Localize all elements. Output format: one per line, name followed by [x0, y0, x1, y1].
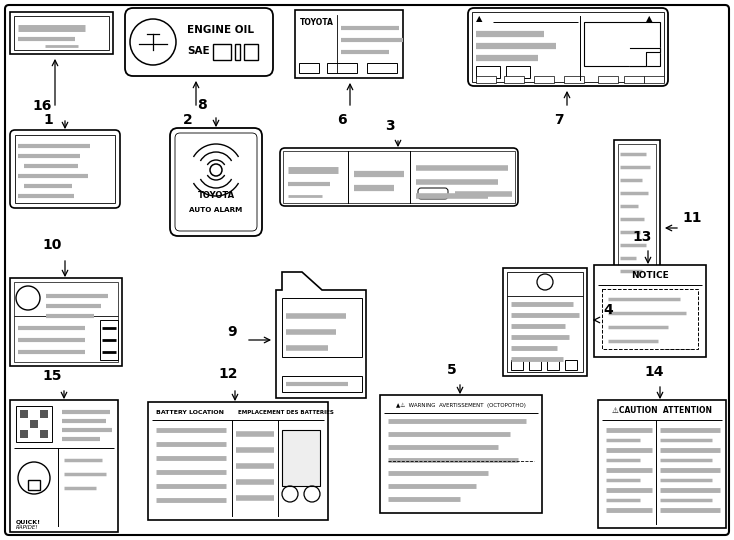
Bar — [282, 298, 362, 357]
Bar — [295, 10, 403, 78]
FancyBboxPatch shape — [280, 148, 518, 206]
Bar — [380, 395, 542, 513]
Bar — [507, 272, 583, 372]
Text: RAPIDE!: RAPIDE! — [16, 525, 39, 530]
Text: ⚠CAUTION  ATTENTION: ⚠CAUTION ATTENTION — [612, 406, 712, 415]
Bar — [594, 265, 706, 357]
Bar — [16, 406, 52, 442]
Text: NOTICE: NOTICE — [631, 271, 669, 280]
FancyBboxPatch shape — [418, 188, 448, 199]
FancyBboxPatch shape — [175, 133, 257, 231]
Text: 8: 8 — [197, 98, 207, 112]
Bar — [327, 63, 357, 73]
Bar — [20, 430, 28, 438]
Bar — [10, 12, 113, 54]
Text: 4: 4 — [603, 303, 613, 317]
FancyBboxPatch shape — [468, 8, 668, 86]
Bar — [547, 360, 559, 370]
Bar — [564, 76, 584, 83]
Bar — [367, 63, 397, 73]
Text: 16: 16 — [32, 99, 51, 113]
FancyBboxPatch shape — [170, 128, 262, 236]
Bar — [235, 44, 240, 60]
Text: TOYOTA: TOYOTA — [300, 18, 334, 27]
Bar — [503, 268, 587, 376]
Text: 12: 12 — [218, 367, 238, 381]
Bar — [602, 289, 698, 349]
Bar — [14, 282, 118, 362]
FancyBboxPatch shape — [10, 130, 120, 208]
Text: 10: 10 — [43, 238, 62, 252]
Text: 7: 7 — [554, 113, 564, 127]
FancyBboxPatch shape — [125, 8, 273, 76]
Text: 2: 2 — [183, 113, 193, 127]
Text: ▲: ▲ — [646, 14, 653, 23]
Bar — [511, 360, 523, 370]
Text: SAE: SAE — [187, 46, 210, 56]
FancyBboxPatch shape — [5, 5, 729, 535]
Text: 15: 15 — [43, 369, 62, 383]
Text: EMPLACEMENT DES BATTERIES: EMPLACEMENT DES BATTERIES — [238, 409, 334, 415]
Text: 9: 9 — [228, 325, 237, 339]
Bar — [10, 278, 122, 366]
Bar — [618, 144, 656, 286]
Bar — [40, 410, 48, 418]
Bar — [299, 63, 319, 73]
Text: QUICK!: QUICK! — [16, 519, 41, 524]
Text: 14: 14 — [644, 365, 664, 379]
Text: ▲: ▲ — [476, 14, 482, 23]
Bar — [20, 410, 28, 418]
Bar — [213, 44, 231, 60]
Bar — [529, 360, 541, 370]
Text: 1: 1 — [43, 113, 53, 127]
Bar — [148, 402, 328, 520]
Bar — [40, 430, 48, 438]
Bar — [598, 76, 618, 83]
Text: 6: 6 — [337, 113, 346, 127]
Text: ENGINE OIL: ENGINE OIL — [187, 25, 254, 35]
Bar — [664, 335, 692, 349]
Bar — [506, 66, 530, 78]
Bar — [282, 430, 320, 486]
Bar — [504, 76, 524, 83]
Bar — [534, 76, 554, 83]
Bar — [614, 140, 660, 290]
Text: 3: 3 — [385, 119, 395, 133]
Text: BATTERY LOCATION: BATTERY LOCATION — [156, 409, 224, 415]
Text: TOYOTA: TOYOTA — [197, 192, 235, 200]
Bar — [15, 135, 115, 203]
Bar — [14, 16, 109, 50]
Bar — [10, 400, 118, 532]
Polygon shape — [630, 48, 660, 66]
Bar — [282, 376, 362, 392]
Bar — [28, 480, 40, 490]
Bar — [476, 76, 496, 83]
Text: AUTO ALARM: AUTO ALARM — [189, 207, 243, 213]
Bar — [476, 66, 500, 78]
Bar — [244, 44, 258, 60]
Bar — [644, 76, 664, 83]
Bar — [565, 360, 577, 370]
Text: 11: 11 — [682, 211, 702, 225]
Bar — [30, 420, 38, 428]
Text: 5: 5 — [447, 363, 457, 377]
Text: ▲⚠  WARNING  AVERTISSEMENT  (OCTOPOTHO): ▲⚠ WARNING AVERTISSEMENT (OCTOPOTHO) — [396, 402, 526, 408]
Bar — [598, 400, 726, 528]
Bar — [100, 320, 118, 360]
Bar — [584, 22, 660, 66]
Bar — [472, 12, 664, 82]
Text: 13: 13 — [632, 230, 652, 244]
Bar — [624, 76, 644, 83]
Bar — [283, 151, 515, 203]
